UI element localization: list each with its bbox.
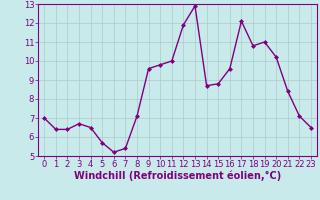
- X-axis label: Windchill (Refroidissement éolien,°C): Windchill (Refroidissement éolien,°C): [74, 171, 281, 181]
